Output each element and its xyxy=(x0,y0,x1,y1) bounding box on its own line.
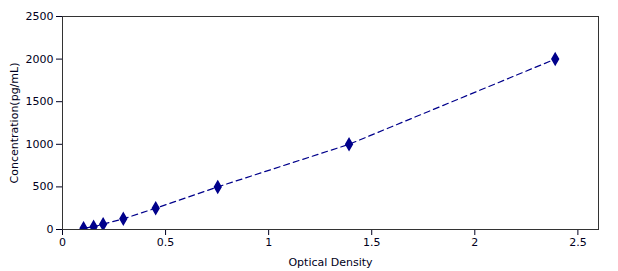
svg-text:1.5: 1.5 xyxy=(363,236,381,249)
svg-text:0: 0 xyxy=(47,223,54,236)
svg-text:1000: 1000 xyxy=(26,138,54,151)
svg-text:Concentration(pg/mL): Concentration(pg/mL) xyxy=(8,63,21,184)
svg-text:0.5: 0.5 xyxy=(157,236,175,249)
svg-text:2.5: 2.5 xyxy=(569,236,587,249)
svg-text:500: 500 xyxy=(33,180,54,193)
svg-text:0: 0 xyxy=(59,236,66,249)
svg-text:Optical Density: Optical Density xyxy=(288,256,373,269)
svg-text:2: 2 xyxy=(471,236,478,249)
svg-text:1500: 1500 xyxy=(26,95,54,108)
svg-text:2500: 2500 xyxy=(26,10,54,23)
svg-text:1: 1 xyxy=(265,236,272,249)
svg-text:2000: 2000 xyxy=(26,53,54,66)
